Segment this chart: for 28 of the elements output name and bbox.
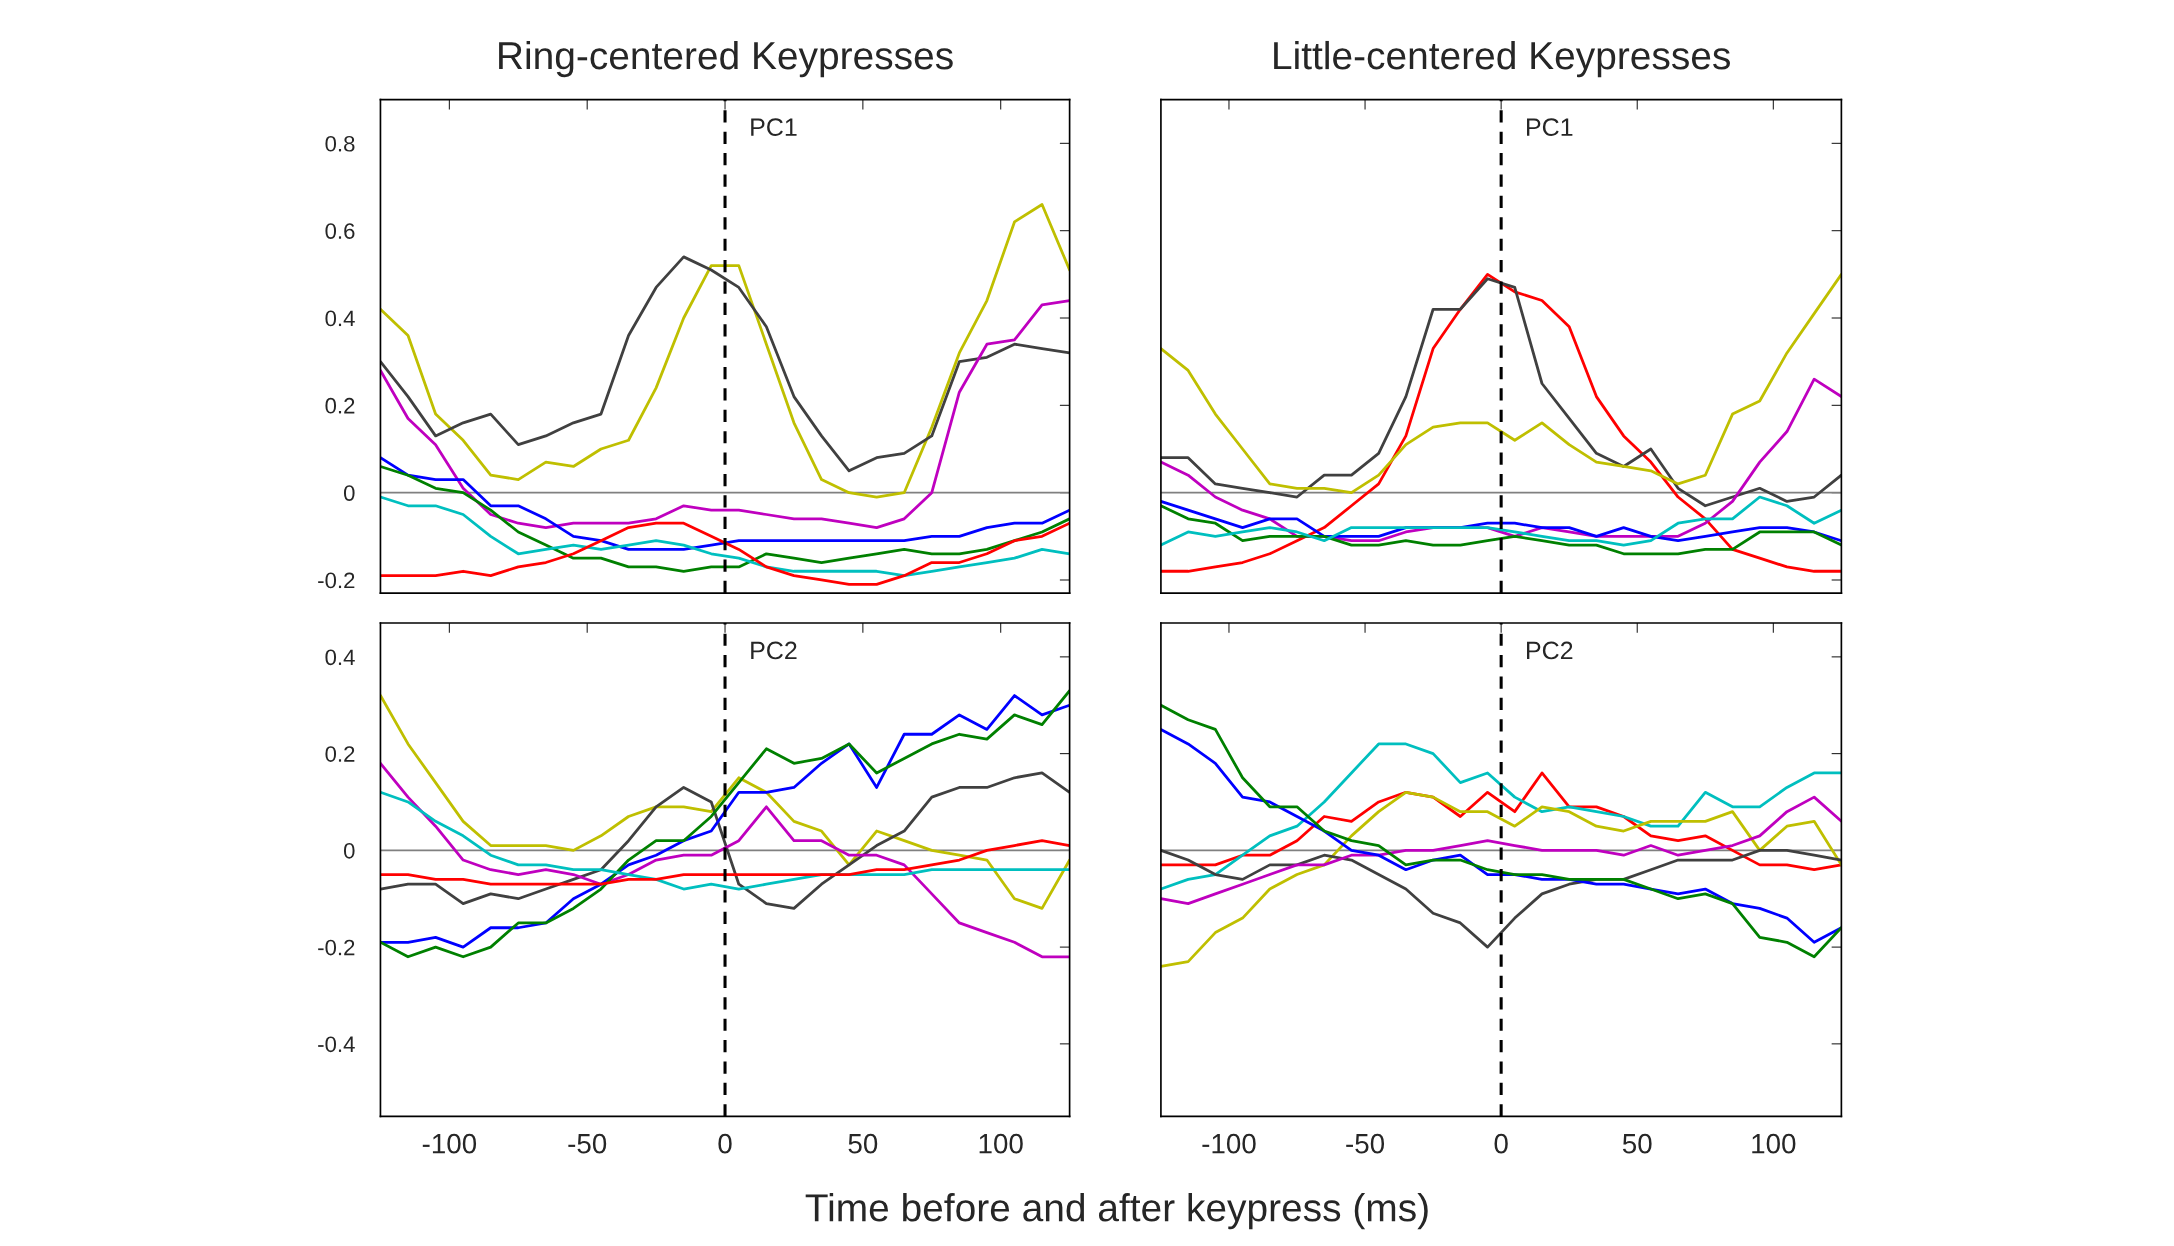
x-tick-label: 0: [1494, 1133, 1508, 1154]
y-tick-label: 0: [343, 842, 355, 859]
x-axis-title: Time before and after keypress (ms): [805, 1192, 1428, 1230]
y-tick-label: -0.4: [318, 1036, 355, 1053]
y-tick-label: -0.2: [318, 939, 355, 956]
chart-title: Ring-centered Keypresses: [499, 40, 953, 78]
x-tick-label: -50: [568, 1133, 607, 1154]
y-tick-label: 0.2: [325, 397, 355, 414]
annotation: PC1: [1527, 118, 1573, 136]
annotation: PC2: [751, 641, 797, 660]
y-tick-label: 0.4: [325, 310, 355, 327]
y-tick-label: 0.8: [325, 135, 355, 152]
y-tick-label: 0: [343, 485, 355, 501]
x-tick-label: 100: [979, 1133, 1023, 1154]
x-tick-label: -50: [1346, 1133, 1385, 1154]
annotation: PC2: [1527, 641, 1573, 660]
x-tick-label: 50: [848, 1133, 878, 1154]
x-tick-label: -100: [422, 1133, 477, 1154]
x-tick-label: -100: [1202, 1133, 1256, 1154]
x-tick-label: 0: [718, 1133, 732, 1154]
y-tick-label: 0.4: [325, 649, 355, 666]
y-tick-label: 0.6: [325, 223, 355, 239]
y-tick-label: 0.2: [325, 746, 355, 762]
x-tick-label: 50: [1622, 1133, 1652, 1154]
chart-title: Little-centered Keypresses: [1274, 40, 1730, 78]
x-tick-label: 100: [1752, 1133, 1796, 1154]
y-tick-label: -0.2: [318, 572, 355, 589]
annotation: PC1: [751, 118, 797, 136]
